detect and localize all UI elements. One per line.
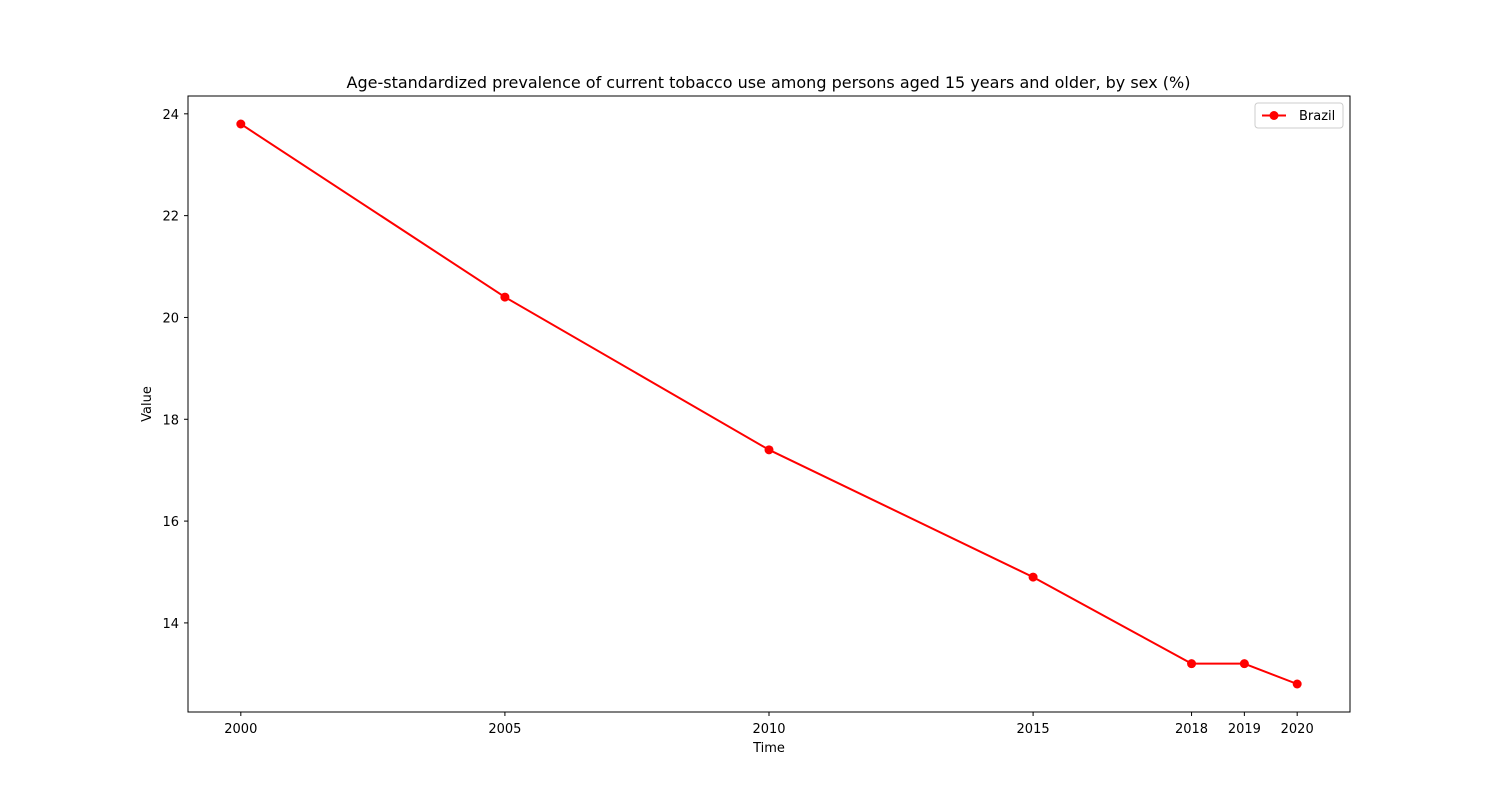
series-layer xyxy=(236,119,1302,689)
x-axis-label: Time xyxy=(752,741,785,756)
x-tick-label: 2019 xyxy=(1228,722,1261,737)
x-tick-label: 2015 xyxy=(1017,722,1050,737)
x-tick-label: 2018 xyxy=(1175,722,1208,737)
data-point xyxy=(1292,679,1302,689)
data-point xyxy=(764,445,774,455)
data-point xyxy=(1028,572,1038,582)
x-axis-ticks: 2000 2005 2010 2015 2018 2019 2020 xyxy=(224,712,1314,737)
data-point xyxy=(1187,659,1197,669)
legend-label-brazil: Brazil xyxy=(1299,109,1335,124)
chart-title: Age-standardized prevalence of current t… xyxy=(347,73,1191,92)
legend-box xyxy=(1254,102,1344,129)
y-axis-ticks: 14 16 18 20 22 24 xyxy=(162,108,188,632)
y-tick-label: 18 xyxy=(162,413,179,428)
legend: Brazil xyxy=(1254,102,1344,129)
x-tick-label: 2005 xyxy=(488,722,521,737)
x-tick-label: 2020 xyxy=(1281,722,1314,737)
plot-area-frame xyxy=(187,95,1351,713)
x-tick-label: 2000 xyxy=(224,722,257,737)
data-point xyxy=(500,292,510,302)
y-tick-label: 20 xyxy=(162,311,179,326)
y-axis-label: Value xyxy=(140,386,155,422)
y-tick-label: 22 xyxy=(162,210,179,225)
y-tick-label: 14 xyxy=(162,617,179,632)
x-tick-label: 2010 xyxy=(752,722,785,737)
y-tick-label: 24 xyxy=(162,108,179,123)
data-point xyxy=(1239,659,1249,669)
legend-marker-swatch xyxy=(1269,111,1279,120)
y-tick-label: 16 xyxy=(162,515,179,530)
data-point xyxy=(236,119,246,129)
